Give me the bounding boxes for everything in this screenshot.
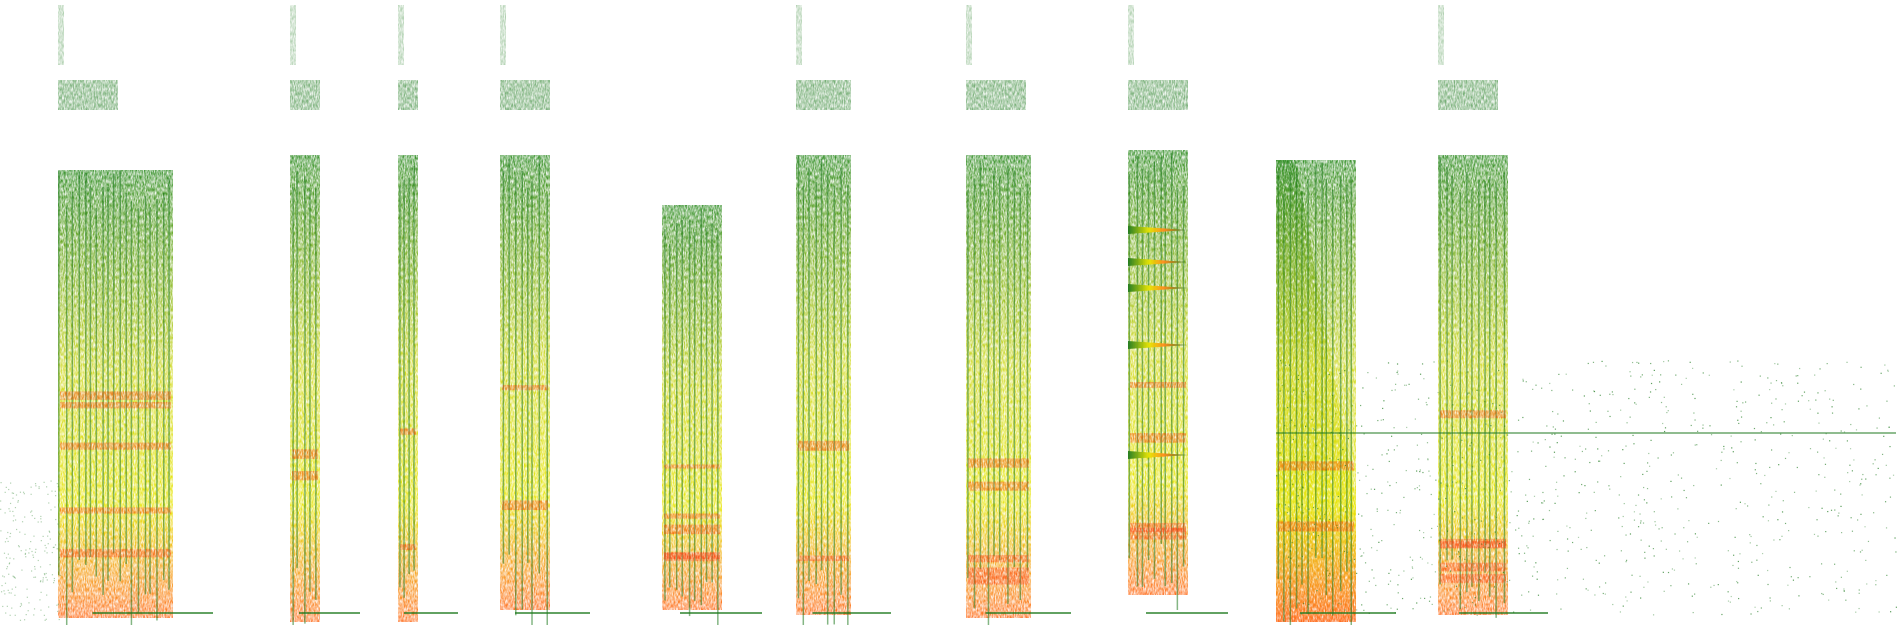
segment-2: [290, 5, 360, 625]
segment-6: [796, 5, 891, 625]
segment-5: [662, 205, 762, 625]
segment-9: [1276, 160, 1396, 625]
segment-10: [1438, 5, 1548, 618]
spectrogram-segments: [0, 5, 1897, 625]
segment-8: [1128, 5, 1228, 614]
segment-7: [966, 5, 1071, 625]
segment-3: [398, 5, 458, 622]
segment-4: [500, 5, 590, 625]
tonal-line: [1276, 432, 1896, 434]
segment-1: [58, 5, 213, 625]
background-noise: [0, 360, 1897, 621]
